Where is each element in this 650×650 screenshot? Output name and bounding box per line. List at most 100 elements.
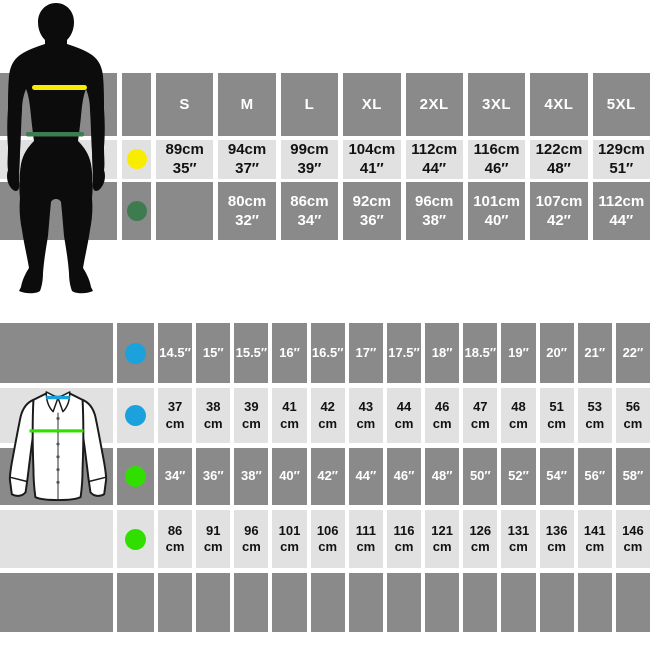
shirt-left-sleeve (8, 398, 35, 497)
cell-line: 34″ (297, 212, 322, 229)
cell-line: 80cm (227, 193, 267, 210)
cell-line: 46 (434, 399, 450, 414)
cell-line: 34″ (164, 468, 186, 484)
cell-line: cm (432, 415, 452, 431)
cell-line: 146 (622, 522, 644, 538)
measurement-cell (156, 182, 214, 240)
cell-line: 44 (396, 399, 412, 414)
cell-line: cm (547, 539, 566, 554)
measurement-cell: 21″ (577, 323, 612, 383)
cell-line: cm (623, 539, 643, 554)
legend-dot-dark-green (126, 201, 147, 221)
measurement-cell: 58″ (615, 448, 650, 505)
measurement-cell: 39 cm (234, 388, 269, 443)
cell-line: 41″ (359, 160, 384, 177)
cell-line: cm (356, 415, 376, 431)
shirt-size-table: 14.5″ 15″ 15.5″ 16″ 16.5″ 17″ 17.5″ 18″ 18.5″ 19″… (0, 323, 650, 632)
cell-line: 41 (282, 399, 297, 414)
cell-line: 32″ (235, 212, 259, 229)
measurement-cell: 96 cm (234, 510, 269, 568)
legend-dot-cell (122, 73, 151, 136)
cell-line: cm (547, 415, 566, 431)
cell-line: 18″ (431, 344, 453, 360)
cell-line: 52″ (508, 468, 529, 484)
cell-line: 44″ (422, 160, 447, 177)
measurement-cell: 51 cm (539, 388, 574, 443)
legend-dot-blue (125, 405, 146, 426)
measurement-cell: 129cm 51″ (592, 139, 650, 179)
left-illustration-band (0, 510, 113, 568)
measurement-cell: 44″ (348, 448, 383, 505)
measurement-cell: 92cm 36″ (343, 182, 401, 240)
cell-line: 116cm (473, 141, 520, 158)
cell-line: 20″ (546, 344, 567, 360)
legend-dot-cell (117, 510, 154, 568)
measurement-cell: 43 cm (348, 388, 383, 443)
cell-line: 86 (167, 522, 183, 538)
cell-line: cm (509, 539, 528, 554)
cell-line: 16″ (279, 344, 300, 360)
chest-line-marker (32, 85, 87, 90)
cell-line: 99cm (290, 141, 329, 158)
cell-line: 96cm (415, 193, 454, 210)
measurement-cell: 37 cm (158, 388, 193, 443)
cell-line: cm (203, 539, 223, 554)
cell-line: 36″ (359, 212, 384, 229)
cell-line: 17″ (355, 344, 377, 360)
measurement-cell: 34″ (158, 448, 193, 505)
cell-line: cm (318, 539, 338, 554)
legend-dot-blue (125, 342, 146, 364)
legend-dot-bright-green (125, 466, 146, 487)
measurement-cell (577, 573, 612, 632)
shirt-illustration (8, 391, 108, 502)
body-size-table: S M L XL 2XL 3XL 4XL 5XL 89cm 35″ 94cm 37″ 99cm 39″ 10… (0, 73, 650, 240)
legend-dot-cell (117, 448, 154, 505)
cell-line: 96 (244, 522, 259, 538)
measurement-cell: 46″ (386, 448, 422, 505)
measurement-cell: 99cm 39″ (280, 139, 339, 179)
measurement-cell (463, 573, 498, 632)
cell-line: 122cm (535, 141, 583, 158)
measurement-cell: 20″ (539, 323, 574, 383)
cell-line: 107cm (535, 193, 583, 210)
measurement-cell: 122cm 48″ (530, 139, 588, 179)
cell-line: 136 (545, 522, 568, 538)
size-header: M (218, 73, 276, 136)
measurement-cell: 48″ (425, 448, 460, 505)
collar-line-marker (46, 395, 70, 400)
measurement-cell: 141 cm (577, 510, 612, 568)
measurement-cell (310, 573, 345, 632)
measurement-cell: 116cm 46″ (467, 139, 526, 179)
cell-line: 47 (473, 399, 488, 414)
measurement-cell: 94cm 37″ (218, 139, 276, 179)
cell-line: 15″ (202, 344, 224, 360)
measurement-cell: 16.5″ (310, 323, 345, 383)
cell-line: 141 (583, 522, 606, 538)
cell-line: 56 (625, 399, 641, 414)
measurement-cell (234, 573, 269, 632)
cell-line: 22″ (622, 344, 644, 360)
measurement-cell: 106 cm (310, 510, 345, 568)
cell-line: cm (509, 415, 528, 431)
cell-line: 48″ (547, 160, 571, 177)
size-header: 2XL (405, 73, 463, 136)
measurement-cell: 53 cm (577, 388, 612, 443)
cell-line: cm (318, 415, 338, 431)
measurement-cell: 52″ (501, 448, 536, 505)
shirt-left-cuff-line (10, 476, 27, 483)
cell-line: 38 (205, 399, 221, 414)
cell-line: 42″ (547, 212, 571, 229)
measurement-cell: 111 cm (348, 510, 383, 568)
cell-line: 106 (316, 522, 339, 538)
chest-line-marker (29, 429, 84, 433)
cell-line: cm (241, 539, 261, 554)
man-body-shape (7, 3, 105, 294)
measurement-cell (501, 573, 536, 632)
shirt-right-cuff-line (89, 476, 106, 483)
cell-line: 38″ (422, 212, 447, 229)
left-illustration-band (0, 573, 113, 632)
measurement-cell: 96cm 38″ (405, 182, 463, 240)
measurement-cell: 44 cm (386, 388, 422, 443)
cell-line: cm (623, 415, 643, 431)
legend-dot-cell (117, 388, 154, 443)
